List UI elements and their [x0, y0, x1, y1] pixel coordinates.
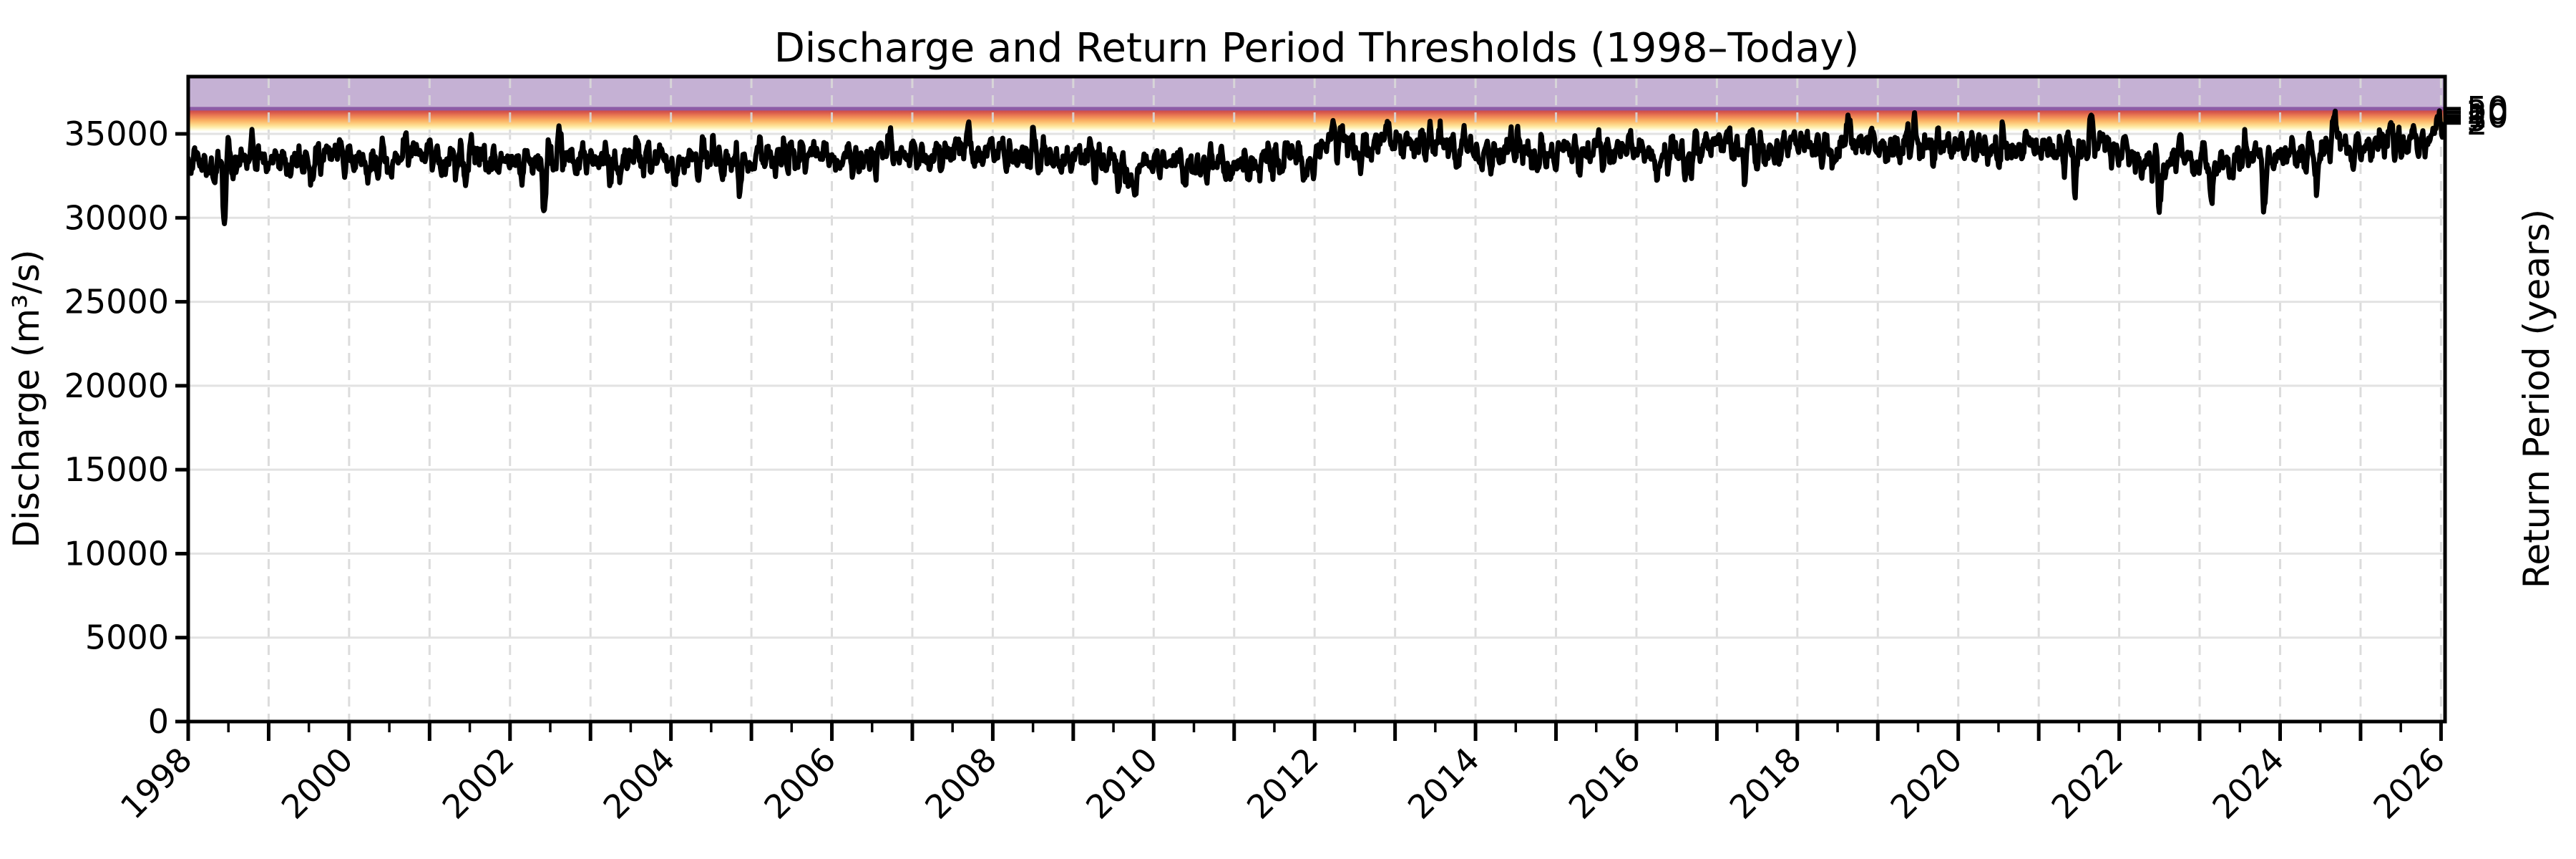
- x-tick-label: 2018: [1722, 740, 1809, 827]
- y-axis-label-left: Discharge (m³/s): [6, 250, 47, 548]
- x-tick-label: 2010: [1078, 740, 1165, 827]
- y-axis-label-right: Return Period (years): [2516, 209, 2557, 588]
- band-extreme-zone: [188, 77, 2445, 109]
- return-period-tick-label: 50: [2467, 89, 2509, 128]
- x-tick-label: 2002: [435, 740, 522, 827]
- x-tick-label: 2004: [595, 740, 682, 827]
- x-tick-label: 2016: [1561, 740, 1648, 827]
- x-tick-label: 2020: [1883, 740, 1970, 827]
- discharge-series-line: [187, 108, 2446, 226]
- return-period-tick-label: 20: [2467, 93, 2509, 132]
- y-tick-label: 35000: [64, 115, 169, 153]
- return-period-tick-label: 2: [2467, 104, 2487, 142]
- plot-border: [186, 74, 2447, 724]
- y-tick-label: 10000: [64, 534, 169, 573]
- x-tick-label: 2014: [1400, 740, 1487, 827]
- axes-layer: [175, 74, 2461, 741]
- y-tick-label: 15000: [64, 450, 169, 489]
- x-tick-label: 2012: [1239, 740, 1326, 827]
- y-tick-label: 30000: [64, 198, 169, 237]
- x-tick-label: 2006: [756, 740, 843, 827]
- x-tick-label: 2024: [2205, 740, 2291, 827]
- gridlines-layer: [190, 78, 2444, 720]
- y-tick-label: 20000: [64, 367, 169, 405]
- return-period-tick-label: 10: [2467, 97, 2509, 135]
- x-tick-label: 2022: [2044, 740, 2130, 827]
- tick-labels-layer: 0 5000 10000 15000 20000 25000 30000 35000 1998 2…: [64, 89, 2509, 827]
- y-tick-label: 5000: [85, 618, 169, 657]
- y-tick-label: 0: [148, 702, 169, 741]
- series-layer: [187, 108, 2446, 226]
- x-tick-label: 2026: [2366, 740, 2452, 827]
- x-tick-label: 2008: [917, 740, 1004, 827]
- threshold-bands-layer: [188, 77, 2445, 132]
- x-tick-label: 1998: [113, 740, 200, 827]
- y-tick-label: 25000: [64, 283, 169, 321]
- return-period-tick-label: 5: [2467, 100, 2487, 139]
- chart-title: Discharge and Return Period Thresholds (…: [774, 25, 1860, 72]
- band-gradient-zone: [188, 110, 2445, 132]
- x-tick-label: 2000: [274, 740, 361, 827]
